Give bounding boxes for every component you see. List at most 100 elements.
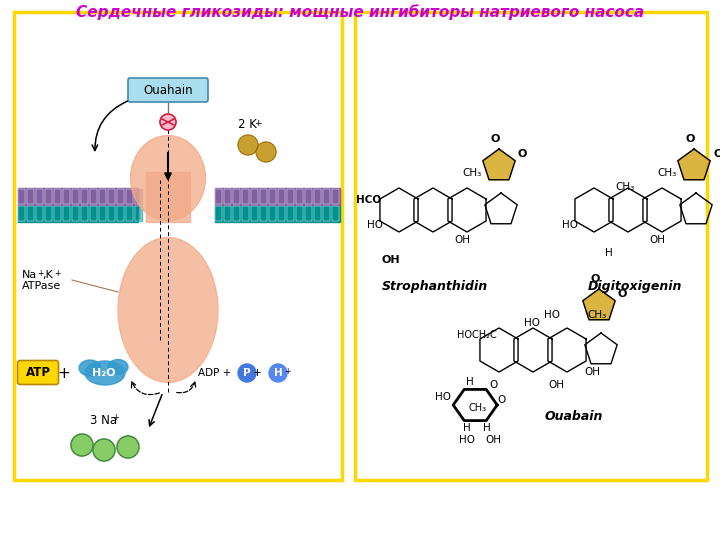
Ellipse shape — [118, 238, 218, 382]
Bar — [332, 206, 339, 221]
Text: O: O — [590, 274, 600, 284]
Text: H: H — [467, 377, 474, 387]
Bar — [117, 189, 124, 204]
Circle shape — [238, 364, 256, 382]
Text: OH: OH — [454, 235, 470, 245]
Bar — [323, 206, 330, 221]
Text: O: O — [518, 149, 527, 159]
Text: H: H — [274, 368, 282, 378]
Text: Сердечные гликозиды: мощные ингибиторы натриевого насоса: Сердечные гликозиды: мощные ингибиторы н… — [76, 4, 644, 20]
Text: Strophanthidin: Strophanthidin — [382, 280, 488, 293]
Bar — [135, 189, 142, 204]
Text: O: O — [490, 134, 500, 144]
Bar — [108, 206, 115, 221]
Bar — [242, 206, 249, 221]
Text: +: + — [284, 367, 290, 375]
Bar — [314, 206, 321, 221]
Bar — [81, 206, 88, 221]
Bar — [126, 206, 133, 221]
Bar — [233, 206, 240, 221]
Ellipse shape — [85, 361, 125, 385]
Text: HO: HO — [459, 435, 475, 445]
Bar — [146, 172, 190, 222]
Bar — [215, 206, 222, 221]
Bar — [18, 206, 25, 221]
Text: HO: HO — [367, 220, 383, 230]
Text: HO: HO — [435, 392, 451, 402]
Bar — [314, 189, 321, 204]
Bar — [233, 189, 240, 204]
Bar — [215, 206, 222, 221]
Bar — [260, 206, 267, 221]
Bar — [305, 206, 312, 221]
Text: 2 K: 2 K — [238, 118, 257, 132]
Bar — [278, 189, 285, 204]
Bar — [45, 206, 52, 221]
Text: O: O — [713, 149, 720, 159]
Text: HCO: HCO — [356, 195, 381, 205]
Bar — [45, 206, 52, 221]
Bar — [36, 189, 43, 204]
Bar — [269, 189, 276, 204]
Bar — [323, 189, 330, 204]
Bar — [332, 189, 339, 204]
Bar — [108, 189, 115, 204]
Bar — [305, 189, 312, 204]
Polygon shape — [678, 149, 710, 180]
Text: +: + — [254, 118, 261, 127]
FancyBboxPatch shape — [17, 361, 58, 384]
Text: H: H — [483, 423, 491, 433]
Bar — [233, 189, 240, 204]
Bar — [18, 205, 138, 222]
Bar — [323, 189, 330, 204]
Bar — [63, 189, 70, 204]
Bar — [90, 189, 97, 204]
Bar — [260, 189, 267, 204]
Bar — [269, 206, 276, 221]
Polygon shape — [483, 149, 516, 180]
Text: OH: OH — [485, 435, 501, 445]
Bar — [287, 206, 294, 221]
Bar — [296, 189, 303, 204]
Bar — [323, 206, 330, 221]
Bar — [81, 189, 88, 204]
Bar — [314, 206, 321, 221]
Bar — [251, 206, 258, 221]
Bar — [108, 206, 115, 221]
Bar — [72, 189, 79, 204]
Text: H: H — [605, 248, 613, 258]
Text: O: O — [498, 395, 505, 405]
Bar — [54, 189, 61, 204]
Bar — [36, 206, 43, 221]
Text: O: O — [490, 380, 498, 390]
Bar — [72, 189, 79, 204]
Bar — [224, 189, 231, 204]
Text: OH: OH — [549, 380, 564, 390]
Text: P: P — [243, 368, 251, 378]
Text: O: O — [685, 134, 695, 144]
Ellipse shape — [79, 360, 101, 376]
Bar — [117, 189, 124, 204]
Bar — [242, 189, 249, 204]
FancyBboxPatch shape — [128, 78, 208, 102]
Bar — [278, 189, 285, 204]
Text: +: + — [54, 268, 60, 278]
Circle shape — [117, 436, 139, 458]
Bar — [224, 189, 231, 204]
Bar — [296, 206, 303, 221]
Text: 3 Na: 3 Na — [90, 414, 117, 427]
Ellipse shape — [130, 136, 205, 220]
Text: HOCH₂C: HOCH₂C — [457, 330, 498, 340]
Text: CH₃: CH₃ — [468, 403, 486, 413]
Text: ATP: ATP — [25, 367, 50, 380]
Bar — [45, 189, 52, 204]
Text: Na: Na — [22, 270, 37, 280]
Bar — [18, 189, 25, 204]
Bar — [99, 206, 106, 221]
Text: HO: HO — [523, 318, 540, 328]
Bar — [27, 206, 34, 221]
Bar — [269, 206, 276, 221]
Bar — [332, 206, 339, 221]
Bar — [63, 206, 70, 221]
Bar — [296, 189, 303, 204]
